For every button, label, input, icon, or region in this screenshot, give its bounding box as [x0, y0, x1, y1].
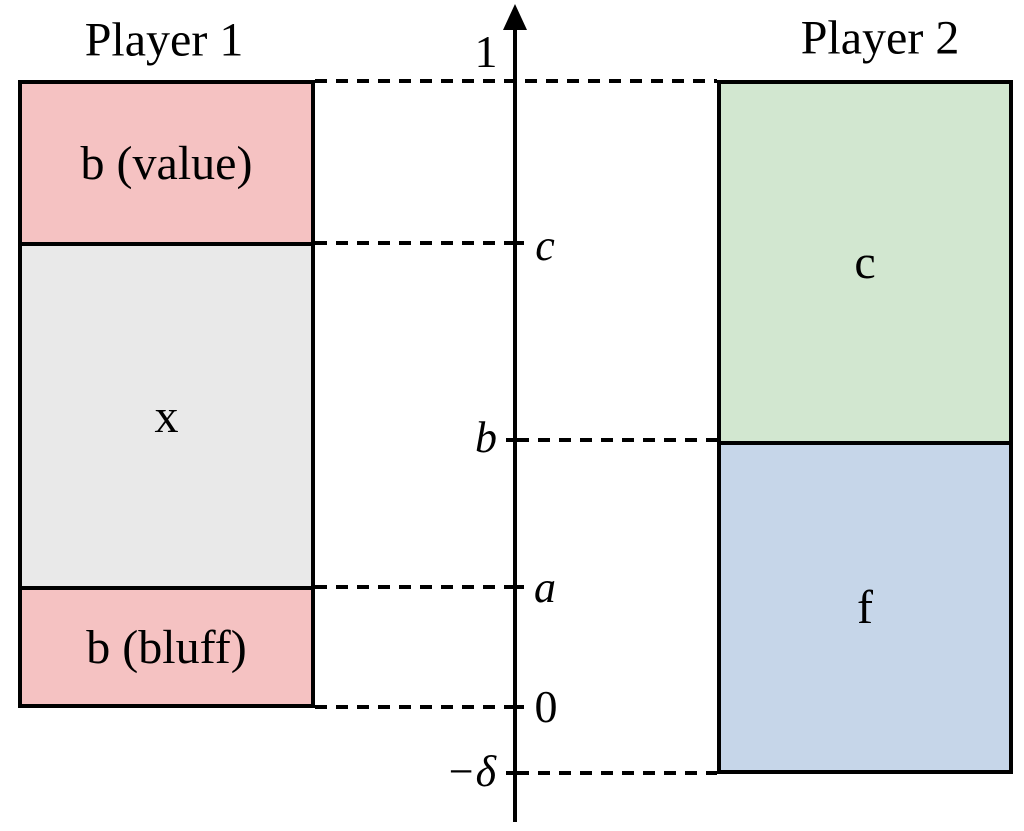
axis-tick-b [506, 438, 524, 442]
dashed-line-level-c [315, 241, 513, 245]
dashed-line-level-b [517, 438, 717, 442]
axis-label-c: c [535, 221, 555, 270]
axis-line [513, 20, 517, 822]
player1-section-b-value: b (value) [22, 84, 311, 242]
player2-section-f: f [721, 441, 1009, 770]
dashed-line-level-a [315, 585, 513, 589]
axis-tick-0 [506, 705, 524, 709]
section-c-label: c [854, 236, 876, 289]
dashed-line-level-neg-delta [517, 771, 717, 775]
player2-bar: c f [717, 80, 1013, 774]
axis-label-1: 1 [474, 26, 498, 77]
dashed-line-level-0 [315, 705, 513, 709]
axis-arrowhead-icon [503, 4, 527, 30]
axis-label-a: a [534, 563, 556, 612]
axis-tick-neg-delta [506, 771, 524, 775]
dashed-line-level-1 [315, 79, 717, 83]
axis-tick-c [506, 241, 524, 245]
player1-section-b-bluff: b (bluff) [22, 586, 311, 704]
player2-title: Player 2 [800, 11, 960, 65]
player2-section-c: c [721, 84, 1009, 441]
player1-bar: b (value) x b (bluff) [18, 80, 315, 708]
axis-label-neg-delta: −δ [445, 747, 497, 796]
section-b-bluff-label: b (bluff) [86, 620, 247, 674]
section-x-label: x [154, 389, 179, 443]
axis-label-0: 0 [534, 681, 558, 732]
player1-title: Player 1 [84, 13, 244, 67]
axis-label-b: b [475, 413, 497, 462]
section-f-label: f [857, 581, 873, 634]
axis-tick-a [506, 585, 524, 589]
section-b-value-label: b (value) [80, 136, 253, 190]
player1-section-x: x [22, 242, 311, 586]
